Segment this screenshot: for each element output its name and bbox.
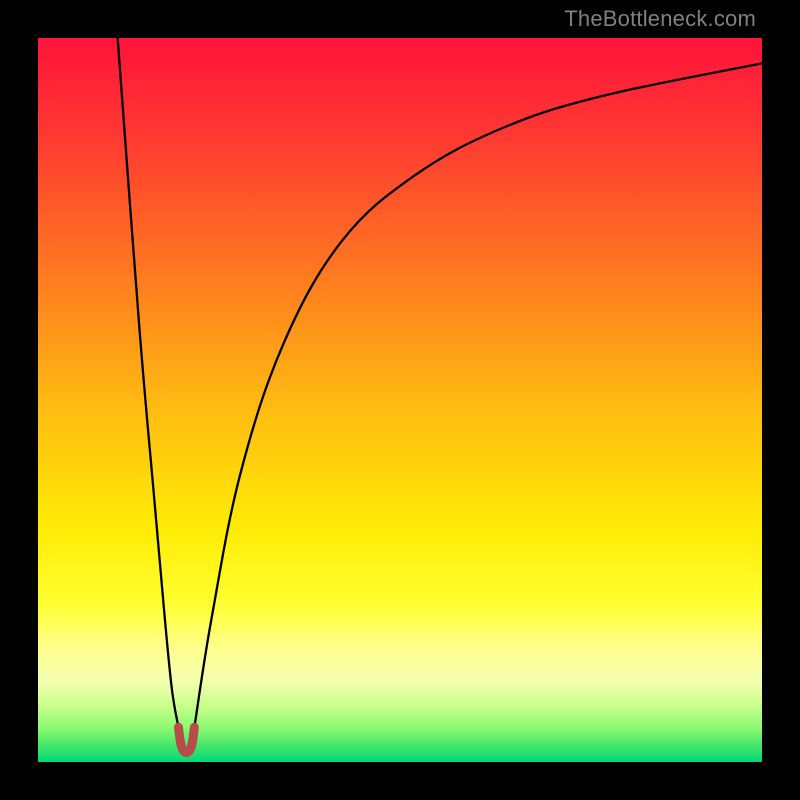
plot-svg (38, 38, 762, 762)
watermark-text: TheBottleneck.com (564, 6, 756, 32)
gradient-background (38, 38, 762, 762)
plot-area (38, 38, 762, 762)
